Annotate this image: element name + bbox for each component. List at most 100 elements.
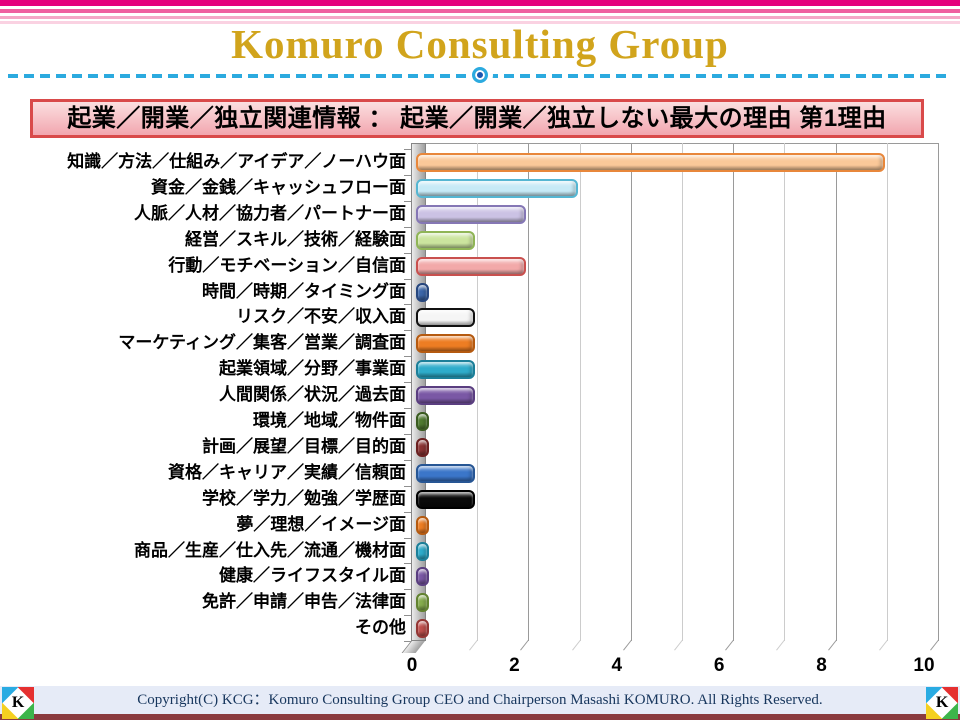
category-tick	[404, 252, 411, 254]
bottom-border-strip	[0, 714, 960, 720]
axis-tick-label: 10	[913, 655, 935, 676]
category-label: 学校／学力／勉強／学歴面	[202, 488, 406, 508]
category-label: 環境／地域／物件面	[253, 411, 406, 430]
gridline-foot	[878, 639, 888, 651]
category-label: 商品／生産／仕入先／流通／機材面	[134, 540, 406, 560]
category-label: 健康／ライフスタイル面	[219, 566, 406, 586]
bar	[416, 489, 476, 509]
axis-tick-label: 6	[713, 655, 725, 676]
category-label: 起業領域／分野／事業面	[219, 359, 406, 379]
gridline	[930, 143, 939, 651]
category-label: 計画／展望／目標／目的面	[202, 436, 406, 456]
category-label: 行動／モチベーション／自信面	[168, 255, 406, 275]
axis-tick-label: 8	[816, 655, 827, 676]
bar	[416, 153, 885, 172]
category-tick	[404, 330, 411, 332]
page-title: Komuro Consulting Group	[231, 21, 729, 67]
category-tick	[404, 511, 411, 513]
axis-tick-label: 2	[509, 655, 520, 676]
category-tick	[404, 200, 411, 202]
category-label: 免許／申請／申告／法律面	[202, 592, 406, 612]
bar	[416, 334, 476, 354]
bar	[416, 308, 476, 328]
bar	[416, 593, 430, 613]
axis-wall-foot	[401, 641, 425, 653]
gridline-foot	[622, 639, 632, 651]
category-label: リスク／不安／収入面	[236, 307, 406, 327]
category-label: 時間／時期／タイミング面	[202, 281, 406, 301]
section-banner: 起業／開業／独立関連情報 ： 起業／開業／独立しない最大の理由 第1理由	[30, 99, 924, 138]
category-label: マーケティング／集客／営業／調査面	[118, 333, 406, 353]
bar	[416, 282, 430, 302]
bar	[416, 204, 527, 224]
footer-copyright: Copyright(C) KCG：Komuro Consulting Group…	[0, 686, 960, 714]
axis-tick-label: 0	[406, 655, 418, 676]
logo-letter: K	[935, 693, 949, 711]
category-tick	[404, 304, 411, 306]
category-label: 人脈／人材／協力者／パートナー面	[134, 203, 406, 223]
category-tick	[404, 433, 411, 435]
bar	[416, 437, 430, 457]
bar	[416, 230, 476, 250]
gridline-foot	[469, 639, 479, 651]
axis-tick-label: 4	[611, 655, 623, 676]
category-label: 経営／スキル／技術／経験面	[185, 229, 406, 249]
bar	[416, 541, 430, 561]
category-tick	[404, 408, 411, 409]
gridline	[827, 143, 837, 651]
gridline	[725, 143, 735, 651]
category-label: 知識／方法／仕組み／アイデア／ノーハウ面	[67, 152, 406, 171]
gridline-foot	[725, 639, 735, 651]
kcg-logo-icon: K	[2, 687, 34, 719]
category-tick	[404, 615, 411, 617]
category-label: 資格／キャリア／実績／信頼面	[168, 462, 406, 482]
gridline	[469, 143, 479, 651]
gridline-foot	[776, 639, 786, 651]
category-label: 人間関係／状況／過去面	[219, 385, 406, 405]
decorative-stripe	[0, 9, 960, 13]
gridline-foot	[674, 639, 683, 651]
bar	[416, 567, 430, 587]
category-tick	[404, 226, 411, 228]
category-tick	[404, 459, 411, 461]
gridline	[520, 143, 530, 651]
gridline	[622, 143, 632, 651]
category-tick	[404, 356, 411, 358]
gridline-foot	[520, 639, 530, 651]
category-label: 夢／理想／イメージ面	[236, 514, 406, 534]
category-tick	[404, 563, 411, 565]
category-tick	[404, 641, 411, 643]
category-tick	[404, 149, 411, 150]
bar	[416, 386, 476, 406]
category-tick	[404, 589, 411, 591]
bar	[416, 256, 527, 276]
gridline	[776, 143, 786, 651]
gridline	[571, 143, 581, 651]
kcg-logo-icon: K	[926, 687, 958, 719]
bar	[416, 360, 476, 380]
category-tick	[404, 382, 411, 384]
category-tick	[404, 537, 411, 539]
gridline-foot	[827, 639, 837, 651]
gridline	[878, 143, 888, 651]
gridline-foot	[930, 639, 939, 651]
logo-letter: K	[11, 693, 25, 711]
plot-area-top-edge	[411, 143, 939, 144]
bar	[416, 412, 430, 431]
category-tick	[404, 278, 411, 280]
decorative-stripe	[0, 0, 960, 6]
decorative-stripe	[0, 16, 960, 19]
bar	[416, 463, 476, 483]
category-tick	[404, 174, 411, 176]
category-tick	[404, 485, 411, 487]
decorative-stripe	[0, 21, 960, 24]
category-label: 資金／金銭／キャッシュフロー面	[151, 177, 406, 197]
bar	[416, 515, 430, 535]
gridline-foot	[571, 639, 581, 651]
category-label: その他	[355, 618, 406, 638]
bar	[416, 178, 578, 198]
bar	[416, 619, 430, 639]
target-circle-icon	[472, 67, 488, 83]
